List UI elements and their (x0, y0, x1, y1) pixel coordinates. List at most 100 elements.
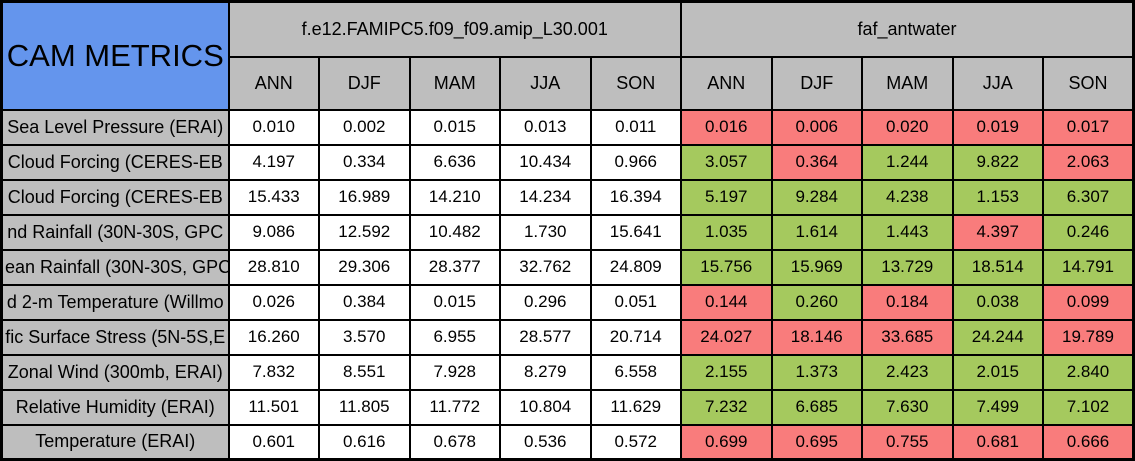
metric-row-label: d 2-m Temperature (Willmo (0, 283, 230, 321)
test-value-cell-better: 1.373 (770, 353, 863, 391)
control-value-cell: 11.805 (318, 388, 411, 426)
test-value-cell-worse: 0.364 (770, 143, 863, 181)
test-value-cell-better: 1.035 (680, 213, 773, 251)
control-value-cell: 0.296 (499, 283, 592, 321)
test-value-cell-worse: 18.146 (770, 318, 863, 356)
season-header-son: SON (589, 55, 682, 111)
metric-row: Zonal Wind (300mb, ERAI) 7.832 8.551 7.928 8… (0, 353, 1135, 391)
test-value-cell-worse: 4.397 (951, 213, 1044, 251)
test-value-cell-better: 0.260 (770, 283, 863, 321)
season-header-son: SON (1042, 55, 1135, 111)
table-title: CAM METRICS (0, 0, 230, 111)
test-value-cell-better: 4.238 (861, 178, 954, 216)
test-value-cell-better: 5.197 (680, 178, 773, 216)
test-value-cell-better: 18.514 (951, 248, 1044, 286)
control-value-cell: 24.809 (589, 248, 682, 286)
season-header-djf: DJF (770, 55, 863, 111)
test-value-cell-worse: 0.699 (680, 423, 773, 461)
control-value-cell: 6.636 (408, 143, 501, 181)
control-value-cell: 8.279 (499, 353, 592, 391)
season-header-row: ANN DJF MAM JJA SON ANN DJF MAM JJA SON (2, 55, 1135, 111)
test-value-cell-better: 13.729 (861, 248, 954, 286)
test-value-cell-worse: 0.681 (951, 423, 1044, 461)
test-value-cell-worse: 24.027 (680, 318, 773, 356)
metric-row-label: Sea Level Pressure (ERAI) (0, 108, 230, 146)
test-value-cell-worse: 0.666 (1042, 423, 1135, 461)
test-value-cell-better: 7.499 (951, 388, 1044, 426)
test-value-cell-better: 2.840 (1042, 353, 1135, 391)
table-body: Sea Level Pressure (ERAI) 0.010 0.002 0.015… (0, 108, 1135, 461)
group-header-test-run: faf_antwater (680, 0, 1135, 58)
control-value-cell: 6.955 (408, 318, 501, 356)
control-value-cell: 15.641 (589, 213, 682, 251)
test-value-cell-worse: 0.755 (861, 423, 954, 461)
control-value-cell: 1.730 (499, 213, 592, 251)
test-value-cell-worse: 0.695 (770, 423, 863, 461)
metric-row: Temperature (ERAI) 0.601 0.616 0.678 0.536 0.… (0, 423, 1135, 461)
control-value-cell: 0.026 (227, 283, 320, 321)
control-value-cell: 0.536 (499, 423, 592, 461)
metric-row: nd Rainfall (30N-30S, GPC 9.086 12.592 10.4… (0, 213, 1135, 251)
test-value-cell-better: 1.614 (770, 213, 863, 251)
control-value-cell: 16.394 (589, 178, 682, 216)
control-value-cell: 6.558 (589, 353, 682, 391)
control-value-cell: 0.966 (589, 143, 682, 181)
test-value-cell-better: 0.038 (951, 283, 1044, 321)
test-value-cell-worse: 0.016 (680, 108, 773, 146)
group-header-row: CAM METRICS f.e12.FAMIPC5.f09_f09.amip_L… (0, 0, 1135, 111)
control-value-cell: 10.434 (499, 143, 592, 181)
season-header-ann: ANN (227, 55, 320, 111)
test-value-cell-better: 7.102 (1042, 388, 1135, 426)
season-header-mam: MAM (408, 55, 501, 111)
test-value-cell-better: 15.969 (770, 248, 863, 286)
control-value-cell: 0.002 (318, 108, 411, 146)
metric-row: Cloud Forcing (CERES-EB 15.433 16.989 14.21… (0, 178, 1135, 216)
test-value-cell-better: 7.630 (861, 388, 954, 426)
control-value-cell: 11.772 (408, 388, 501, 426)
test-value-cell-worse: 0.144 (680, 283, 773, 321)
metric-row: ean Rainfall (30N-30S, GPC 28.810 29.306 28… (0, 248, 1135, 286)
test-value-cell-better: 1.153 (951, 178, 1044, 216)
control-value-cell: 9.086 (227, 213, 320, 251)
test-value-cell-worse: 33.685 (861, 318, 954, 356)
test-value-cell-better: 3.057 (680, 143, 773, 181)
test-value-cell-better: 6.685 (770, 388, 863, 426)
group-header-control-run: f.e12.FAMIPC5.f09_f09.amip_L30.001 (227, 0, 682, 58)
test-value-cell-worse: 0.184 (861, 283, 954, 321)
test-value-cell-worse: 2.063 (1042, 143, 1135, 181)
control-value-cell: 0.010 (227, 108, 320, 146)
test-value-cell-better: 9.284 (770, 178, 863, 216)
control-value-cell: 28.810 (227, 248, 320, 286)
test-value-cell-better: 1.443 (861, 213, 954, 251)
test-value-cell-better: 1.244 (861, 143, 954, 181)
test-value-cell-better: 14.791 (1042, 248, 1135, 286)
control-value-cell: 0.616 (318, 423, 411, 461)
control-value-cell: 8.551 (318, 353, 411, 391)
metric-row-label: nd Rainfall (30N-30S, GPC (0, 213, 230, 251)
control-value-cell: 0.572 (589, 423, 682, 461)
control-value-cell: 7.928 (408, 353, 501, 391)
control-value-cell: 4.197 (227, 143, 320, 181)
control-value-cell: 0.051 (589, 283, 682, 321)
test-value-cell-worse: 0.006 (770, 108, 863, 146)
control-value-cell: 0.013 (499, 108, 592, 146)
test-value-cell-better: 6.307 (1042, 178, 1135, 216)
test-value-cell-worse: 0.099 (1042, 283, 1135, 321)
season-header-jja: JJA (951, 55, 1044, 111)
metric-row-label: Zonal Wind (300mb, ERAI) (0, 353, 230, 391)
test-value-cell-worse: 0.020 (861, 108, 954, 146)
control-value-cell: 15.433 (227, 178, 320, 216)
metric-row-label: Cloud Forcing (CERES-EB (0, 143, 230, 181)
season-header-jja: JJA (499, 55, 592, 111)
season-header-ann: ANN (680, 55, 773, 111)
control-value-cell: 14.210 (408, 178, 501, 216)
control-value-cell: 14.234 (499, 178, 592, 216)
control-value-cell: 12.592 (318, 213, 411, 251)
metric-row-label: Cloud Forcing (CERES-EB (0, 178, 230, 216)
test-value-cell-better: 2.423 (861, 353, 954, 391)
metric-row: Sea Level Pressure (ERAI) 0.010 0.002 0.015… (0, 108, 1135, 146)
test-value-cell-better: 24.244 (951, 318, 1044, 356)
metric-row: fic Surface Stress (5N-5S,E 16.260 3.570 6.… (0, 318, 1135, 356)
